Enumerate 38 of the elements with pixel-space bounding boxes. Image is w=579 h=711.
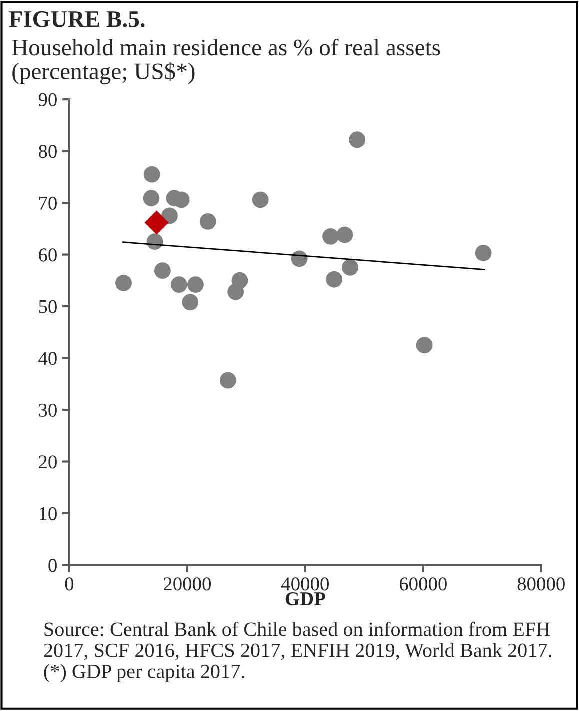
point bbox=[143, 190, 160, 207]
y-tick-label: 70 bbox=[40, 196, 57, 210]
point bbox=[342, 259, 358, 276]
point bbox=[336, 226, 354, 244]
source-note: Source: Central Bank of Chile based on information from EFH 2017, SCF 2016, HFCS 2017, ENFIH 2019, World Bank 2017. (*) GDP per capita 2017. bbox=[44, 622, 552, 683]
point bbox=[326, 271, 343, 288]
y-tick-label: 50 bbox=[39, 300, 57, 314]
point bbox=[182, 294, 199, 311]
point bbox=[416, 337, 433, 354]
y-tick-label: 0 bbox=[48, 559, 57, 572]
point bbox=[475, 245, 492, 262]
y-tick-label: 20 bbox=[39, 456, 57, 469]
point bbox=[220, 372, 236, 389]
point bbox=[170, 276, 188, 294]
point bbox=[322, 228, 340, 245]
point bbox=[154, 262, 171, 280]
x-tick-label: 80000 bbox=[518, 578, 565, 591]
x-tick-label: 0 bbox=[65, 578, 74, 591]
point bbox=[200, 213, 216, 230]
point bbox=[252, 192, 269, 208]
point bbox=[187, 276, 204, 294]
point bbox=[144, 210, 169, 235]
point bbox=[116, 275, 132, 292]
chart-title: FIGURE B.5. bbox=[9, 11, 145, 28]
point bbox=[349, 132, 366, 148]
x-tick-label: 60000 bbox=[400, 578, 447, 591]
y-tick-label: 80 bbox=[38, 145, 57, 158]
x-tick-label: 20000 bbox=[164, 578, 212, 591]
chart-subtitle: Household main residence as % of real assets (percentage; US$*) bbox=[12, 38, 440, 84]
y-tick-label: 40 bbox=[38, 352, 57, 366]
point bbox=[228, 284, 244, 300]
y-tick-label: 30 bbox=[39, 404, 57, 417]
x-tick-label: 40000 bbox=[281, 578, 329, 591]
y-tick-label: 90 bbox=[38, 93, 57, 106]
y-tick-label: 60 bbox=[39, 248, 57, 262]
y-tick-label: 10 bbox=[40, 507, 57, 520]
point bbox=[144, 166, 160, 183]
x-axis-title: GDP bbox=[286, 592, 326, 606]
